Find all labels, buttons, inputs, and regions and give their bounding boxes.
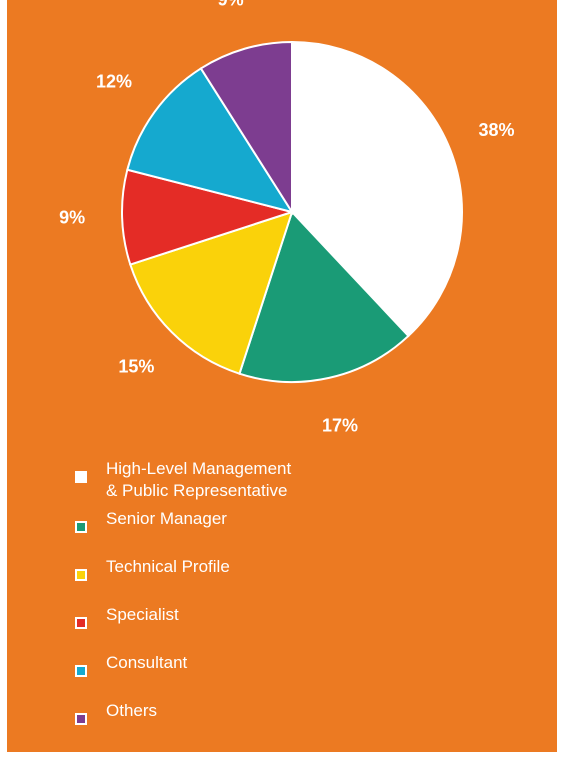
pie-slice-consultant (126, 67, 295, 214)
legend-label-others: Others (106, 701, 158, 720)
legend-label-consultant: Consultant (106, 653, 188, 672)
legend-swatch-senior-manager (75, 521, 87, 533)
legend-label-high-level-management: High-Level Management & Public Represent… (106, 459, 292, 500)
legend-item-technical-profile: Technical Profile (75, 556, 515, 604)
pie-label-consultant: 12% (96, 71, 132, 91)
legend-label-specialist: Specialist (106, 605, 179, 624)
legend: High-Level Management & Public Represent… (75, 458, 515, 748)
pie-slices (121, 40, 463, 383)
legend-swatch-high-level-management (75, 471, 87, 483)
pie-label-others: 9% (218, 0, 244, 9)
legend-swatch-others (75, 713, 87, 725)
pie-slice-others (199, 40, 293, 216)
pie-slice-senior-manager (238, 210, 410, 383)
legend-swatch-technical-profile (75, 569, 87, 581)
pie-value-labels: 38% 17% 15% 9% 12% 9% (59, 0, 514, 435)
pie-label-senior-manager: 17% (322, 415, 358, 435)
legend-item-specialist: Specialist (75, 604, 515, 652)
legend-label-senior-manager: Senior Manager (106, 509, 227, 528)
pie-label-specialist: 9% (59, 208, 85, 228)
legend-item-high-level-management: High-Level Management & Public Represent… (75, 458, 515, 508)
pie-label-high-level-management: 38% (479, 120, 515, 140)
pie-slice-specialist (121, 168, 296, 266)
legend-swatch-specialist (75, 617, 87, 629)
pie-label-technical-profile: 15% (118, 356, 154, 376)
legend-swatch-consultant (75, 665, 87, 677)
pie-slice-high-level-management (291, 40, 463, 338)
legend-label-technical-profile: Technical Profile (106, 557, 230, 576)
legend-item-senior-manager: Senior Manager (75, 508, 515, 556)
legend-item-consultant: Consultant (75, 652, 515, 700)
legend-item-others: Others (75, 700, 515, 748)
